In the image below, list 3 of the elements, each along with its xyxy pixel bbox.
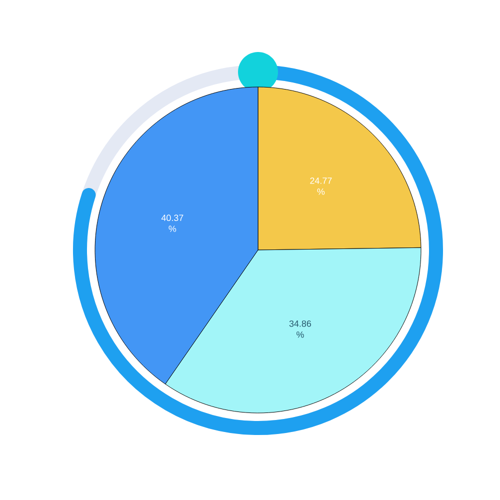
data-label: 34.86 % <box>289 320 312 338</box>
data-label: 40.37 % <box>161 214 184 232</box>
data-label: 24.77 % <box>310 178 332 195</box>
